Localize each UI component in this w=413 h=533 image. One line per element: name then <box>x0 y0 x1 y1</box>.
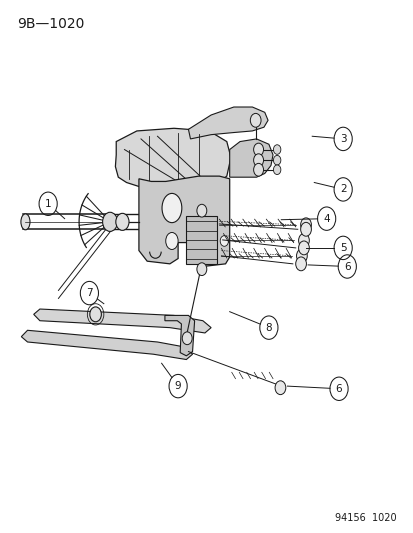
Polygon shape <box>115 128 230 193</box>
Polygon shape <box>229 139 272 177</box>
Text: 2: 2 <box>339 184 346 195</box>
Circle shape <box>220 236 228 246</box>
Text: 6: 6 <box>335 384 342 394</box>
Circle shape <box>253 143 263 156</box>
Ellipse shape <box>165 232 178 249</box>
Polygon shape <box>139 176 229 266</box>
Circle shape <box>298 233 309 247</box>
Ellipse shape <box>161 193 181 223</box>
Circle shape <box>273 165 280 174</box>
Circle shape <box>116 213 129 230</box>
Text: 8: 8 <box>265 322 271 333</box>
Text: 94156  1020: 94156 1020 <box>335 513 396 523</box>
Circle shape <box>296 249 306 263</box>
Circle shape <box>295 257 306 271</box>
Circle shape <box>253 164 263 176</box>
Circle shape <box>250 114 261 127</box>
Text: 3: 3 <box>339 134 346 144</box>
Text: 9B—1020: 9B—1020 <box>17 17 84 30</box>
Circle shape <box>274 381 285 394</box>
Polygon shape <box>164 316 194 356</box>
Text: 6: 6 <box>343 262 350 271</box>
Polygon shape <box>33 309 211 333</box>
Text: 4: 4 <box>323 214 329 224</box>
Circle shape <box>90 307 101 322</box>
Circle shape <box>197 204 206 217</box>
Polygon shape <box>21 330 192 360</box>
Ellipse shape <box>21 214 30 230</box>
FancyBboxPatch shape <box>186 216 217 264</box>
Circle shape <box>298 241 309 255</box>
Circle shape <box>102 212 117 231</box>
Circle shape <box>273 145 280 155</box>
Circle shape <box>182 332 192 345</box>
Circle shape <box>300 222 311 236</box>
Text: 5: 5 <box>339 243 346 253</box>
Circle shape <box>300 218 311 232</box>
Text: 7: 7 <box>86 288 93 298</box>
Polygon shape <box>188 107 268 139</box>
Circle shape <box>197 263 206 276</box>
Text: 1: 1 <box>45 199 51 209</box>
Circle shape <box>253 154 263 166</box>
Text: 9: 9 <box>174 381 181 391</box>
Circle shape <box>273 156 280 165</box>
